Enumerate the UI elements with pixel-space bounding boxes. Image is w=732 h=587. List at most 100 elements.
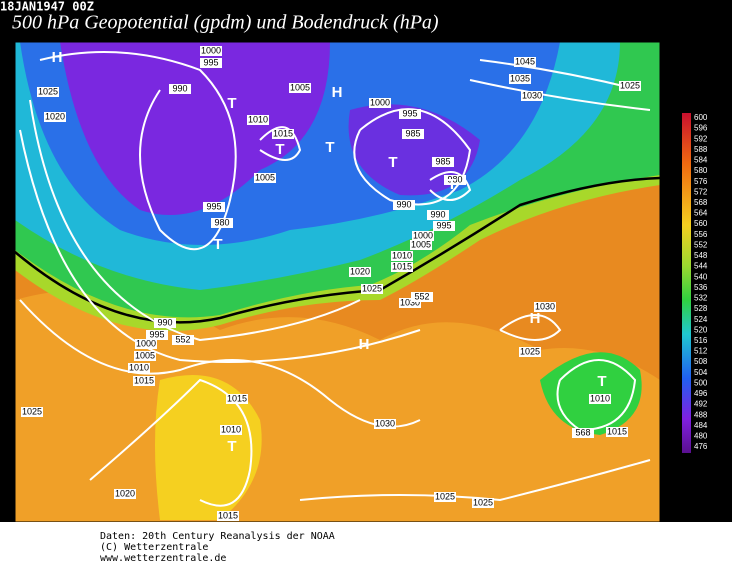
isobar-label: 1010 (129, 362, 149, 372)
isobar-label-bg (211, 218, 233, 228)
isobar-label-bg (133, 376, 155, 386)
map-area (15, 42, 660, 522)
color-bar-label: 540 (694, 272, 708, 281)
isobar-label: 1025 (362, 283, 382, 293)
isobar-label-bg (433, 221, 455, 231)
isobar-label-bg (369, 98, 391, 108)
isobar-label-bg (44, 112, 66, 122)
color-bar-label: 580 (694, 166, 708, 175)
isobar-label: 1030 (535, 301, 555, 311)
isobar-label: 552 (175, 334, 190, 344)
isobar-label: 1015 (218, 510, 238, 520)
color-bar-label: 492 (694, 400, 708, 409)
isobar-label-bg (37, 87, 59, 97)
isobar-label-bg (172, 335, 194, 345)
isobar-label-bg (427, 210, 449, 220)
isobar-label: 1015 (227, 393, 247, 403)
pressure-center: T (227, 95, 236, 112)
isobar-label: 985 (405, 128, 420, 138)
isobar-label-bg (146, 330, 168, 340)
isobar-label: 980 (214, 217, 229, 227)
date-label: 18JAN1947 00Z (0, 0, 94, 14)
isobar-label: 1015 (134, 375, 154, 385)
isobar-label: 980 (447, 174, 462, 184)
isobar-label: 995 (203, 57, 218, 67)
color-bar-label: 576 (694, 177, 708, 186)
map-title: 500 hPa Geopotential (gpdm) und Bodendru… (12, 12, 439, 34)
isobar-label-bg (220, 425, 242, 435)
isobar-label: 990 (172, 83, 187, 93)
isobar-label: 1000 (413, 230, 433, 240)
isobar-label-bg (509, 74, 531, 84)
isobar-label-bg (349, 267, 371, 277)
isobar-label-bg (402, 129, 424, 139)
color-bar-label: 552 (694, 240, 708, 249)
isobar-label-bg (572, 428, 594, 438)
isobar-label: 995 (402, 108, 417, 118)
pressure-center: T (447, 176, 456, 193)
isobar-label-bg (391, 262, 413, 272)
footer: Daten: 20th Century Reanalysis der NOAA(… (100, 531, 335, 564)
isobar-label: 552 (414, 291, 429, 301)
isobar-label-bg (514, 57, 536, 67)
color-bar-label: 596 (694, 124, 708, 133)
isobar-label-bg (534, 302, 556, 312)
color-bar-label: 560 (694, 219, 708, 228)
color-bar-label: 496 (694, 389, 708, 398)
isobar-label: 1000 (201, 45, 221, 55)
isobar-label-bg (521, 91, 543, 101)
color-bar-label: 532 (694, 294, 708, 303)
footer-line: (C) Wetterzentrale (100, 542, 208, 553)
isobar-label-bg (21, 407, 43, 417)
pressure-center: T (213, 236, 222, 253)
isobar-label: 1030 (522, 90, 542, 100)
isobar-label-bg (432, 157, 454, 167)
color-bar-label: 556 (694, 230, 708, 239)
pressure-center: H (332, 84, 343, 101)
color-bar-label: 588 (694, 145, 708, 154)
isobar-label-bg (135, 339, 157, 349)
color-bar-label: 520 (694, 325, 708, 334)
isobar-label-bg (154, 318, 176, 328)
footer-line: Daten: 20th Century Reanalysis der NOAA (100, 531, 335, 542)
isobar-label: 995 (436, 220, 451, 230)
isobar-label: 1030 (400, 297, 420, 307)
color-bar-label: 488 (694, 410, 708, 419)
isobar-label-bg (434, 492, 456, 502)
isobar-label-bg (226, 394, 248, 404)
isobar-label-bg (217, 511, 239, 521)
isobar-label: 990 (396, 199, 411, 209)
isobar-label: 995 (149, 329, 164, 339)
isobar-label-bg (589, 394, 611, 404)
pressure-center: T (597, 373, 606, 390)
footer-line: www.wetterzentrale.de (100, 553, 226, 564)
color-bar-label: 476 (694, 442, 708, 451)
pressure-center: H (530, 310, 541, 327)
color-bar-label: 516 (694, 336, 708, 345)
isobar-label-bg (374, 419, 396, 429)
color-bar-label: 480 (694, 431, 708, 440)
color-bar (682, 113, 691, 453)
color-bar-label: 544 (694, 262, 708, 271)
color-bar-label: 568 (694, 198, 708, 207)
color-bar-label: 512 (694, 347, 708, 356)
color-bar-label: 600 (694, 113, 708, 122)
isobar-label: 1025 (520, 346, 540, 356)
color-bar-label: 500 (694, 378, 708, 387)
isobar-label-bg (128, 363, 150, 373)
isobar-label-bg (410, 240, 432, 250)
isobar-label-bg (412, 231, 434, 241)
isobar-label: 1035 (510, 73, 530, 83)
isobar-label-bg (169, 84, 191, 94)
isobar-label: 1005 (255, 172, 275, 182)
isobar-label: 1005 (411, 239, 431, 249)
pressure-center: T (388, 154, 397, 171)
isobar-label: 990 (430, 209, 445, 219)
color-bar-label: 592 (694, 134, 708, 143)
isobar-label-bg (361, 284, 383, 294)
isobar-label: 1015 (273, 128, 293, 138)
isobar-label-bg (134, 351, 156, 361)
color-bar-label: 572 (694, 187, 708, 196)
isobar-label-bg (444, 175, 466, 185)
